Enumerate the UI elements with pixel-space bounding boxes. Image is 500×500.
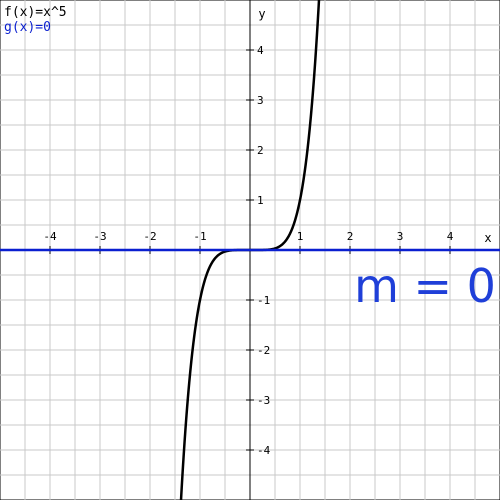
y-tick-label: -4 xyxy=(257,444,271,457)
y-tick-label: 1 xyxy=(257,194,264,207)
x-axis-label: x xyxy=(484,231,491,245)
y-tick-label: 3 xyxy=(257,94,264,107)
annotation-layer: m = 0 xyxy=(354,259,496,313)
x-tick-label: 3 xyxy=(397,230,404,243)
x-tick-label: 2 xyxy=(347,230,354,243)
annotation-text: m = 0 xyxy=(354,259,496,313)
x-tick-label: 1 xyxy=(297,230,304,243)
y-tick-label: -2 xyxy=(257,344,270,357)
y-tick-label: 4 xyxy=(257,44,264,57)
y-tick-label: -1 xyxy=(257,294,270,307)
y-tick-label: 2 xyxy=(257,144,264,157)
tick-labels: -4 -3 -2 -1 1 2 3 4 4 3 2 1 -1 -2 -3 -4 x y xyxy=(43,7,491,457)
legend: f(x)=x^5g(x)=0 xyxy=(4,5,67,35)
y-axis-label: y xyxy=(258,7,265,21)
x-tick-label: -3 xyxy=(93,230,106,243)
legend-entry: f(x)=x^5 xyxy=(4,5,67,20)
y-tick-label: -3 xyxy=(257,394,270,407)
x-tick-label: 4 xyxy=(447,230,454,243)
legend-entry: g(x)=0 xyxy=(4,20,51,35)
x-tick-label: -1 xyxy=(193,230,206,243)
x-tick-label: -2 xyxy=(143,230,156,243)
x-tick-label: -4 xyxy=(43,230,57,243)
